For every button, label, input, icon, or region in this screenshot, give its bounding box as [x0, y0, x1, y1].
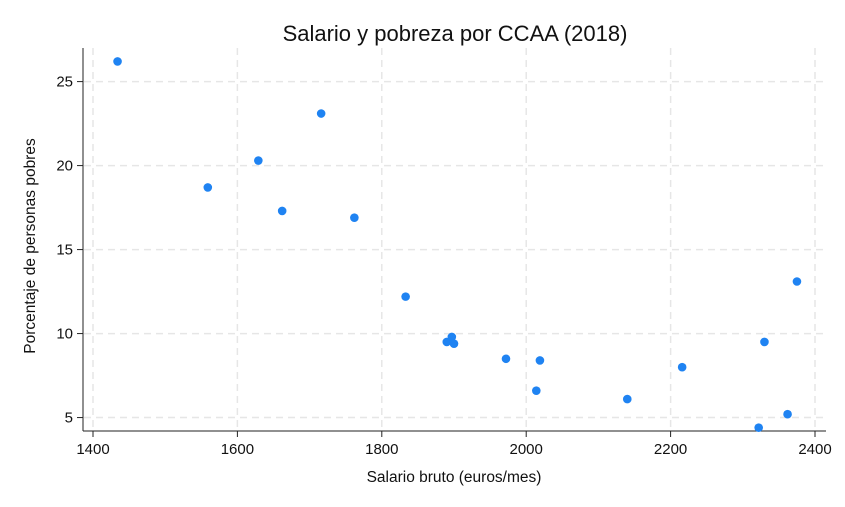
x-tick-label: 1400 [76, 441, 109, 458]
data-point [754, 423, 763, 432]
data-point [532, 386, 541, 395]
x-tick-label: 2200 [654, 441, 687, 458]
y-tick-label: 10 [56, 326, 73, 343]
x-tick-label: 1600 [221, 441, 254, 458]
gridlines [84, 48, 826, 430]
y-tick-label: 25 [56, 74, 73, 91]
x-tick-label: 1800 [365, 441, 398, 458]
data-point [447, 332, 457, 342]
data-point [449, 339, 459, 348]
x-tick-label: 2400 [798, 441, 831, 458]
data-point [792, 277, 802, 286]
tick-marks: 5 10 15 20 25 1400 1600 1800 2000 2200 2400 [56, 74, 831, 458]
y-tick-label: 5 [65, 410, 73, 427]
y-axis-label: Porcentaje de personas pobres [22, 138, 39, 354]
data-point [622, 394, 632, 404]
data-point [760, 337, 769, 347]
y-tick-label: 15 [56, 242, 73, 259]
x-tick-label: 2000 [510, 441, 543, 458]
y-tick-label: 20 [56, 158, 73, 175]
data-point [350, 213, 359, 222]
data-point [254, 156, 263, 165]
data-point [677, 362, 687, 372]
data-point [113, 57, 122, 66]
data-point [535, 356, 545, 365]
x-axis-label: Salario bruto (euros/mes) [367, 469, 542, 486]
data-point [783, 409, 792, 419]
data-point [401, 292, 410, 301]
data-point [316, 109, 326, 118]
data-point [501, 354, 511, 364]
data-points [113, 57, 802, 432]
chart-title: Salario y pobreza por CCAA (2018) [283, 21, 628, 46]
axes [82, 48, 826, 432]
data-point [277, 206, 287, 216]
data-point [203, 183, 213, 192]
